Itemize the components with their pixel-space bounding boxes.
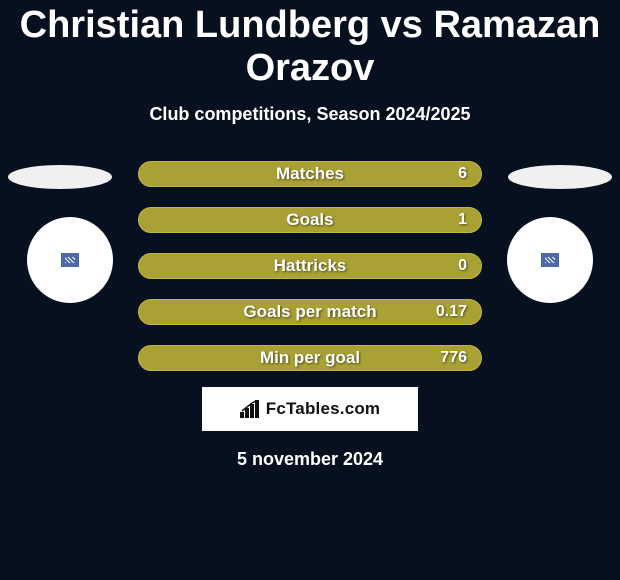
- date-line: 5 november 2024: [0, 449, 620, 470]
- stat-label: Goals: [286, 210, 333, 230]
- stat-row: Goals per match 0.17: [138, 299, 482, 325]
- stat-row: Min per goal 776: [138, 345, 482, 371]
- stats-bars: Matches 6 Goals 1 Hattricks 0 Goals per …: [138, 161, 482, 391]
- stat-row: Hattricks 0: [138, 253, 482, 279]
- placeholder-image-icon: [61, 253, 79, 267]
- player-right-pill: [508, 165, 612, 189]
- comparison-area: Matches 6 Goals 1 Hattricks 0 Goals per …: [0, 161, 620, 371]
- stat-label: Hattricks: [274, 256, 347, 276]
- stat-value: 6: [458, 165, 467, 183]
- stat-value: 0: [458, 257, 467, 275]
- page-root: Christian Lundberg vs Ramazan Orazov Clu…: [0, 0, 620, 470]
- stat-value: 1: [458, 211, 467, 229]
- player-left-avatar: [27, 217, 113, 303]
- player-left-pill: [8, 165, 112, 189]
- stat-value: 0.17: [436, 303, 467, 321]
- page-subtitle: Club competitions, Season 2024/2025: [0, 104, 620, 125]
- bars-chart-icon: [240, 400, 262, 418]
- stat-value: 776: [440, 349, 467, 367]
- stat-label: Min per goal: [260, 348, 360, 368]
- stat-label: Goals per match: [243, 302, 376, 322]
- stat-row: Matches 6: [138, 161, 482, 187]
- brand-badge[interactable]: FcTables.com: [202, 387, 418, 431]
- page-title: Christian Lundberg vs Ramazan Orazov: [0, 0, 620, 90]
- stat-row: Goals 1: [138, 207, 482, 233]
- player-right-avatar: [507, 217, 593, 303]
- stat-label: Matches: [276, 164, 344, 184]
- brand-text: FcTables.com: [266, 399, 381, 419]
- placeholder-image-icon: [541, 253, 559, 267]
